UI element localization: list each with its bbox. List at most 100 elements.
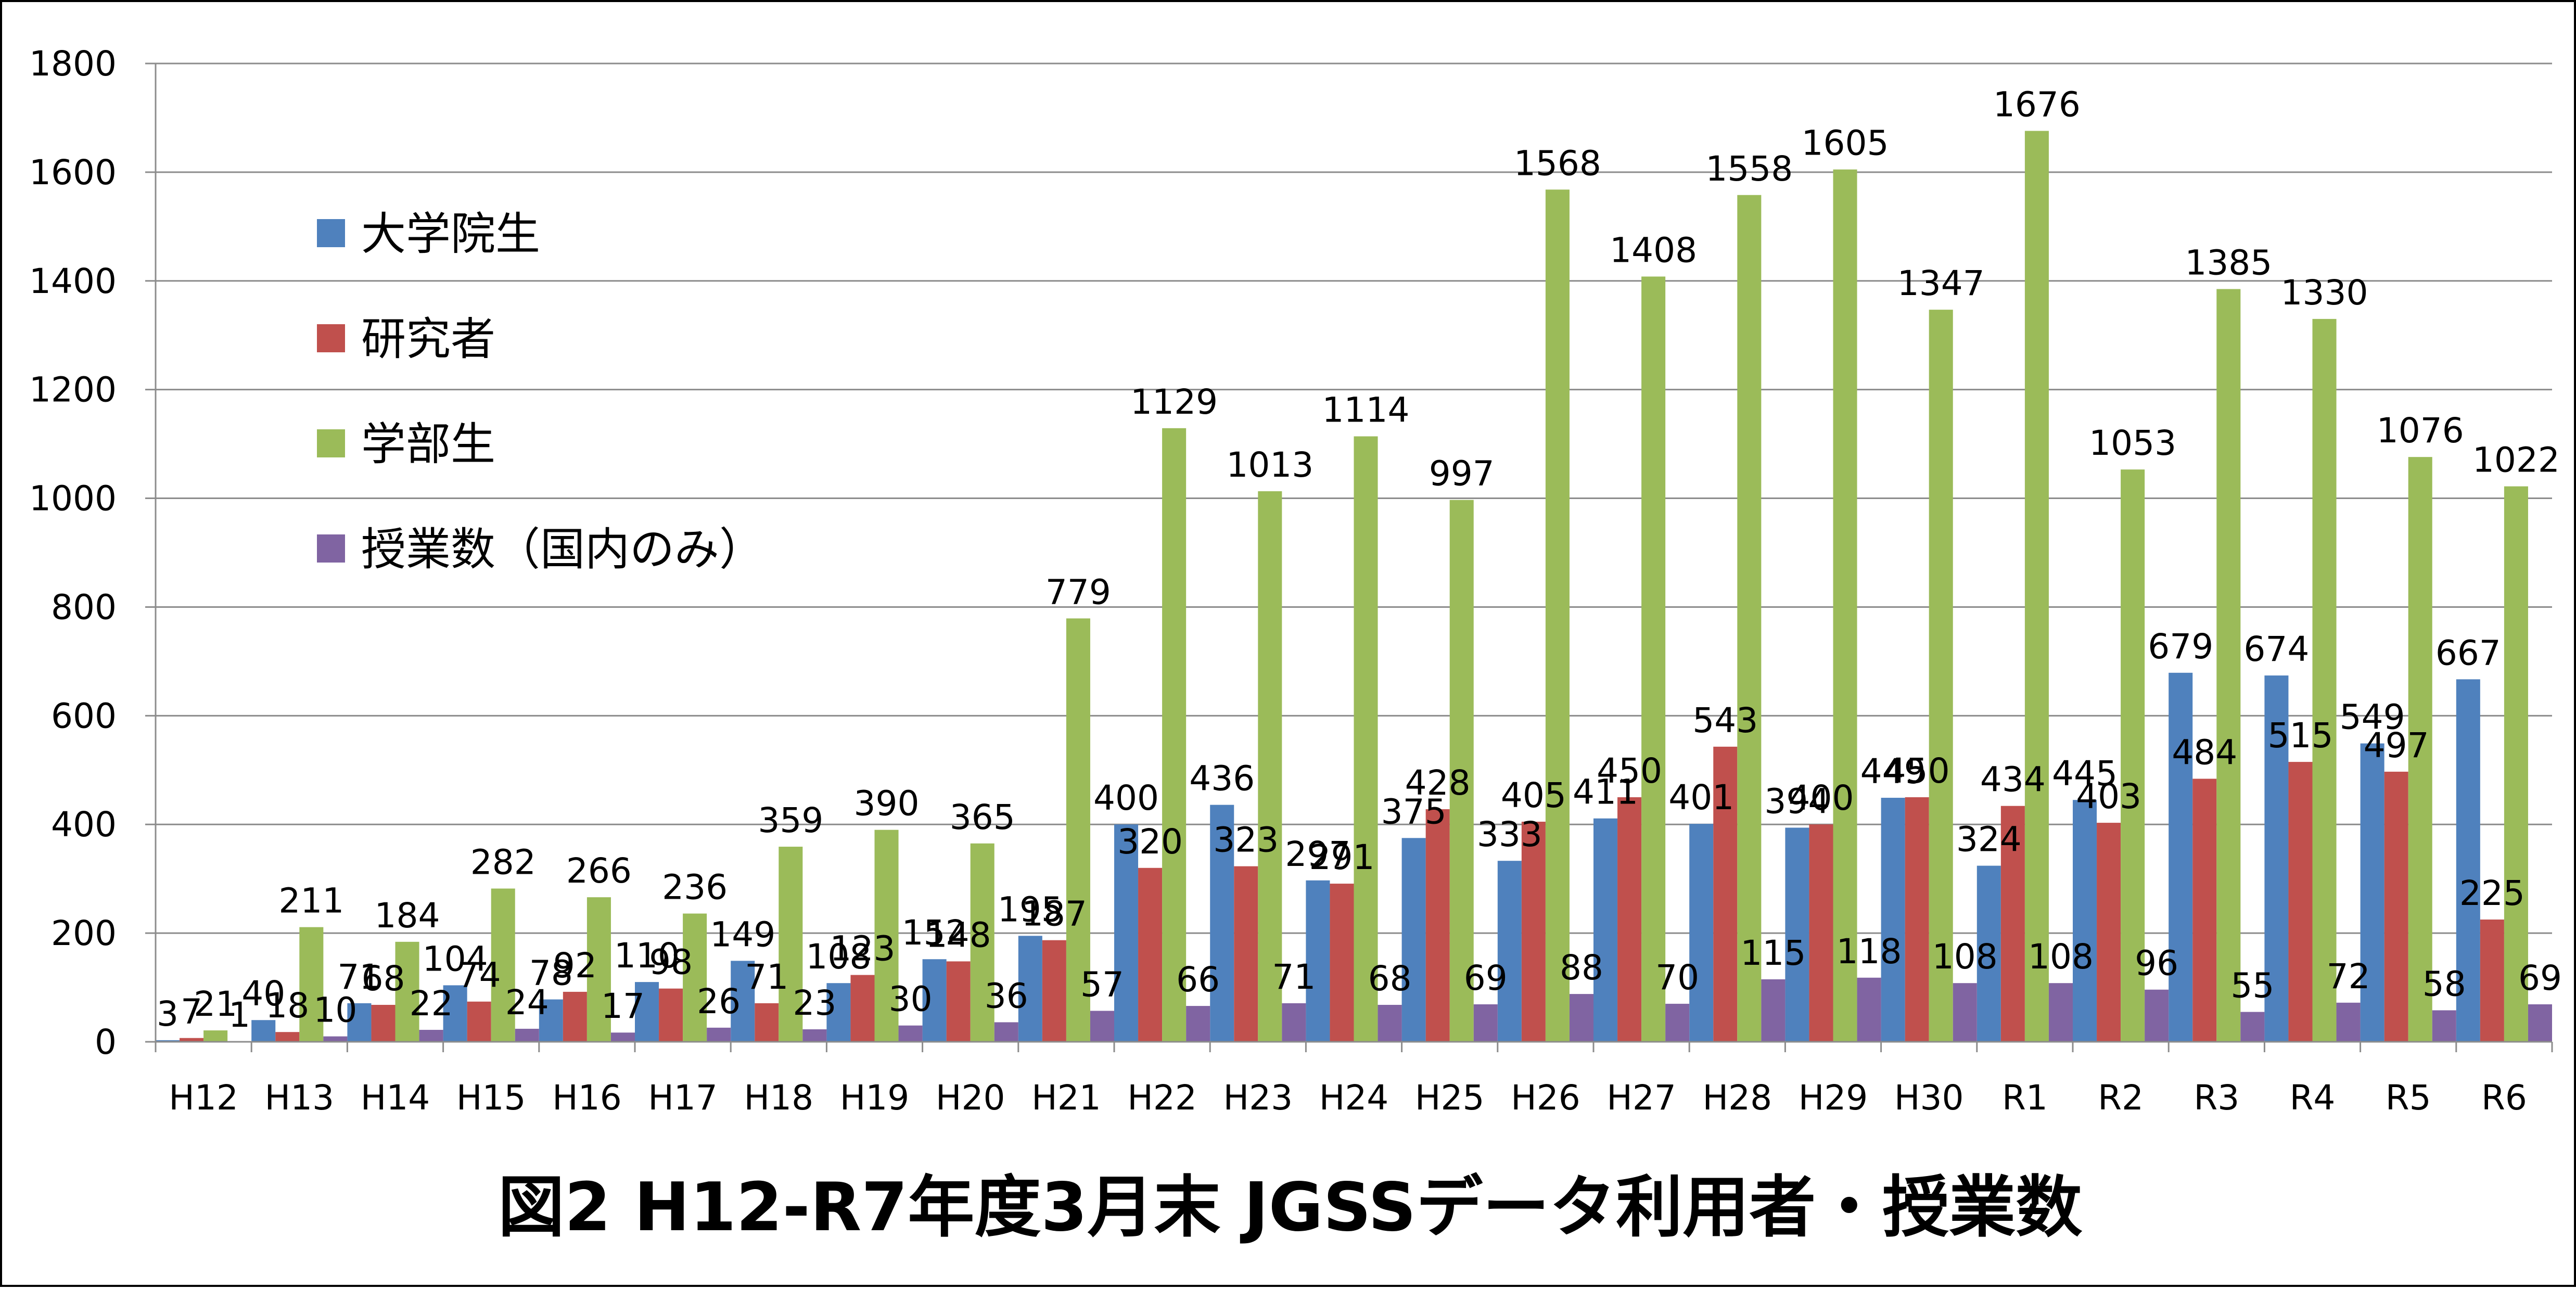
data-label: 108	[1932, 937, 1998, 977]
bar-2	[1234, 866, 1258, 1042]
bar-4	[707, 1027, 731, 1042]
bar-2	[1138, 867, 1163, 1042]
data-label: 55	[2230, 966, 2274, 1006]
x-tick-label: H15	[456, 1078, 526, 1118]
bar-1	[1785, 827, 1809, 1042]
bar-1	[1689, 824, 1714, 1042]
x-tick-label: R4	[2290, 1078, 2336, 1118]
y-tick-label: 800	[51, 587, 117, 627]
bar-3	[586, 897, 611, 1042]
bar-2	[850, 975, 875, 1042]
x-tick-label: H29	[1799, 1078, 1868, 1118]
x-tick-label: R5	[2386, 1078, 2431, 1118]
data-label: 69	[1464, 958, 1508, 998]
data-label: 74	[457, 955, 501, 996]
bar-4	[802, 1029, 827, 1042]
data-label: 1013	[1226, 445, 1313, 485]
bar-4	[2432, 1010, 2456, 1042]
chart-title: 図2 H12-R7年度3月末 JGSSデータ利用者・授業数	[498, 1169, 2083, 1246]
data-label: 375	[1381, 792, 1447, 832]
bar-1	[1593, 818, 1618, 1042]
data-label: 123	[830, 929, 895, 969]
y-tick-label: 1600	[29, 152, 117, 193]
bar-3	[395, 941, 419, 1042]
data-label: 70	[1655, 958, 1699, 998]
bar-2	[1521, 822, 1546, 1042]
bar-1	[2456, 679, 2480, 1042]
data-label: 184	[375, 896, 440, 936]
bar-3	[203, 1030, 228, 1042]
data-label: 282	[470, 842, 536, 882]
bar-2	[563, 991, 587, 1042]
x-tick-label: R1	[2002, 1078, 2048, 1118]
bar-3	[683, 913, 707, 1042]
legend-swatch	[317, 324, 345, 352]
bar-2	[180, 1038, 204, 1042]
data-label: 400	[1788, 778, 1854, 818]
data-label: 68	[361, 959, 405, 999]
x-tick-label: H20	[936, 1078, 1005, 1118]
data-label: 1676	[1993, 85, 2081, 125]
data-label: 400	[1093, 778, 1159, 818]
data-label: 1	[228, 995, 250, 1035]
legend-swatch	[317, 219, 345, 247]
data-label: 26	[697, 981, 741, 1022]
bar-1	[2264, 675, 2289, 1042]
data-label: 195	[998, 889, 1063, 929]
data-label: 1053	[2089, 423, 2176, 463]
data-label: 1558	[1705, 149, 1793, 189]
data-label: 98	[649, 942, 693, 982]
data-label: 21	[194, 984, 237, 1024]
bar-2	[2384, 771, 2408, 1042]
data-label: 78	[529, 953, 573, 993]
bar-4	[2145, 989, 2169, 1042]
x-tick-label: H13	[264, 1078, 334, 1118]
bar-4	[419, 1030, 443, 1042]
bar-1	[2073, 800, 2097, 1042]
x-tick-label: H28	[1702, 1078, 1772, 1118]
data-label: 1129	[1130, 382, 1218, 422]
legend-label: 大学院生	[361, 208, 540, 260]
data-label: 149	[710, 914, 775, 954]
x-tick-label: H12	[169, 1078, 238, 1118]
data-label: 225	[2459, 873, 2525, 913]
data-label: 428	[1405, 763, 1471, 803]
bar-4	[323, 1036, 348, 1042]
data-label: 24	[505, 982, 549, 1023]
bar-3	[1354, 436, 1378, 1042]
bar-2	[1809, 824, 1833, 1042]
x-tick-label: H25	[1415, 1078, 1485, 1118]
data-label: 359	[758, 800, 823, 840]
x-tick-label: H16	[552, 1078, 622, 1118]
data-label: 71	[337, 957, 381, 997]
bar-4	[2240, 1012, 2265, 1042]
data-label: 291	[1309, 837, 1374, 877]
bar-4	[1090, 1011, 1114, 1042]
data-label: 1076	[2377, 411, 2464, 451]
bar-1	[922, 959, 947, 1042]
data-label: 497	[2364, 725, 2429, 765]
bar-4	[1953, 983, 1977, 1042]
data-label: 1408	[1610, 230, 1697, 270]
bar-2	[2192, 778, 2217, 1042]
bar-1	[826, 983, 851, 1042]
bar-4	[515, 1028, 539, 1042]
bar-1	[635, 982, 659, 1042]
x-tick-label: H27	[1606, 1078, 1676, 1118]
bar-4	[1378, 1004, 1402, 1042]
data-label: 484	[2172, 732, 2237, 772]
bar-1	[1497, 861, 1522, 1042]
data-label: 434	[1980, 760, 2046, 800]
bar-1	[1881, 798, 1905, 1042]
bar-1	[2169, 672, 2193, 1042]
y-tick-label: 200	[51, 913, 117, 953]
bar-3	[2312, 318, 2337, 1042]
x-tick-label: H18	[744, 1078, 813, 1118]
data-label: 266	[566, 851, 632, 891]
data-label: 1568	[1514, 143, 1601, 183]
bar-3	[299, 927, 324, 1042]
x-tick-label: H14	[361, 1078, 430, 1118]
